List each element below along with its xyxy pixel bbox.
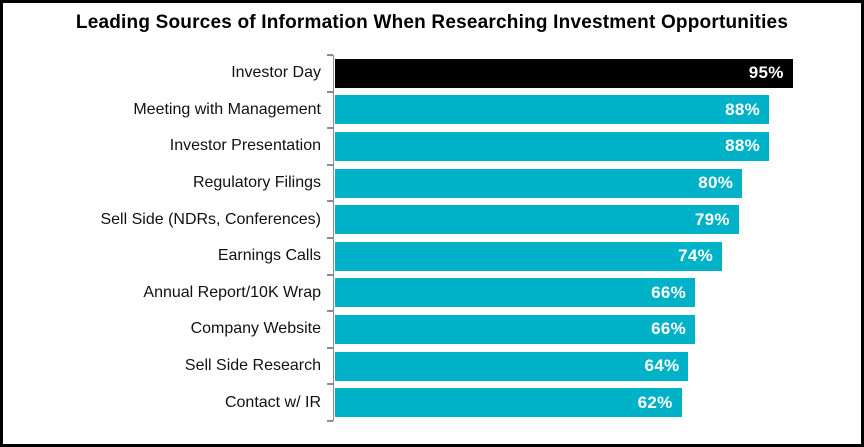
bar: 62% — [335, 388, 682, 418]
bar: 64% — [335, 351, 689, 381]
bar-cell: 95% — [333, 55, 861, 92]
chart-title: Leading Sources of Information When Rese… — [75, 12, 789, 33]
category-label: Regulatory Filings — [192, 174, 321, 192]
value-label: 66% — [651, 319, 687, 339]
value-label: 64% — [644, 356, 680, 376]
bar-rows: Investor Day 95% Meeting with Management… — [3, 55, 861, 421]
bar-cell: 74% — [333, 238, 861, 275]
category-label: Investor Day — [231, 64, 321, 82]
value-label: 88% — [725, 99, 761, 119]
axis-tick — [327, 237, 333, 239]
axis-tick — [327, 54, 333, 56]
axis-tick — [327, 200, 333, 203]
bar-row: Company Website 66% — [3, 311, 861, 348]
axis-tick — [327, 420, 333, 422]
value-label: 74% — [678, 246, 713, 266]
bar-row: Earnings Calls 74% — [3, 238, 861, 275]
value-label: 66% — [651, 282, 687, 302]
bar-row: Meeting with Management 88% — [3, 92, 861, 129]
axis-tick — [327, 273, 333, 276]
bar-row: Annual Report/10K Wrap 66% — [3, 275, 861, 312]
value-label: 88% — [725, 136, 761, 156]
bar-cell: 79% — [333, 201, 861, 238]
bar-cell: 88% — [333, 128, 861, 165]
axis-tick — [327, 127, 333, 130]
bar-cell: 88% — [333, 92, 861, 129]
bar-cell: 66% — [333, 311, 861, 348]
category-label: Annual Report/10K Wrap — [143, 283, 321, 301]
bar: 88% — [335, 131, 770, 161]
bar-cell: 80% — [333, 165, 861, 202]
bar-row: Regulatory Filings 80% — [3, 165, 861, 202]
category-label: Earnings Calls — [217, 247, 321, 265]
category-label: Sell Side (NDRs, Conferences) — [100, 210, 321, 228]
value-label: 95% — [748, 63, 784, 83]
category-label: Contact w/ IR — [224, 393, 321, 411]
bar: 74% — [335, 241, 722, 271]
bar-cell: 64% — [333, 348, 861, 385]
category-label: Sell Side Research — [184, 357, 321, 375]
category-label: Meeting with Management — [133, 100, 321, 118]
bar-cell: 66% — [333, 275, 861, 312]
bar-row: Investor Day 95% — [3, 55, 861, 92]
axis-tick — [327, 346, 333, 349]
value-label: 79% — [694, 209, 730, 229]
axis-tick — [327, 383, 333, 386]
bar: 95% — [335, 58, 793, 88]
value-label: 80% — [698, 173, 734, 193]
bar: 80% — [335, 168, 743, 198]
bar-row: Sell Side (NDRs, Conferences) 79% — [3, 201, 861, 238]
axis-tick — [327, 90, 333, 93]
bar-row: Sell Side Research 64% — [3, 348, 861, 385]
bar: 66% — [335, 314, 696, 344]
bar-cell: 62% — [333, 384, 861, 421]
axis-tick — [327, 163, 333, 166]
category-label: Company Website — [190, 320, 321, 338]
value-label: 62% — [637, 392, 673, 412]
bar-row: Contact w/ IR 62% — [3, 384, 861, 421]
category-axis-line — [333, 55, 334, 421]
axis-tick — [327, 310, 333, 313]
bar-row: Investor Presentation 88% — [3, 128, 861, 165]
bar: 79% — [335, 205, 739, 235]
category-label: Investor Presentation — [169, 137, 321, 155]
bar: 88% — [335, 95, 770, 125]
bar: 66% — [335, 278, 696, 308]
